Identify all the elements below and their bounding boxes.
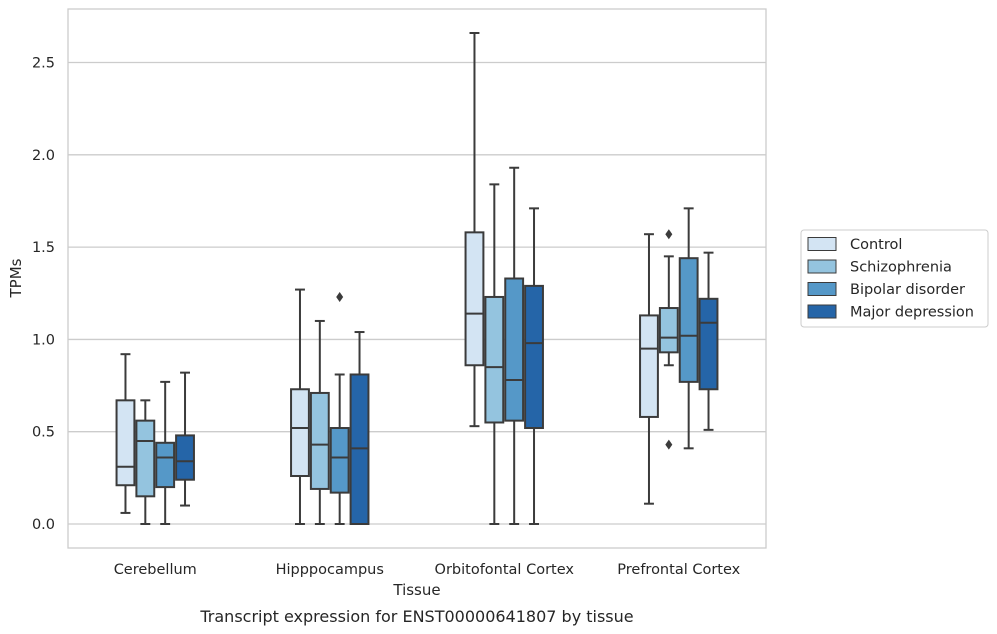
box-schizophrenia bbox=[309, 319, 330, 526]
y-tick-label: 1.0 bbox=[32, 332, 55, 348]
x-tick-label: Orbitofontal Cortex bbox=[435, 562, 575, 578]
box-control bbox=[290, 288, 310, 526]
box-iqr bbox=[135, 419, 156, 498]
y-tick-label: 2.5 bbox=[32, 56, 55, 72]
box-major-depression bbox=[524, 207, 544, 526]
legend: Control Schizophrenia Bipolar disorder Majo… bbox=[800, 229, 989, 328]
x-tick-label: Cerebellum bbox=[114, 562, 197, 578]
x-axis-ticks: Cerebellum Hipppocampus Orbitofontal Corte… bbox=[114, 562, 741, 578]
box-iqr bbox=[175, 434, 195, 481]
legend-swatch bbox=[807, 237, 837, 251]
outlier-point bbox=[665, 229, 673, 240]
y-tick-label: 1.5 bbox=[32, 240, 55, 256]
box-groups bbox=[115, 31, 719, 526]
box-iqr bbox=[639, 314, 659, 418]
legend-swatch bbox=[807, 259, 837, 274]
box-iqr bbox=[484, 295, 505, 424]
box-bipolar-disorder bbox=[678, 207, 699, 450]
box-iqr bbox=[290, 388, 310, 478]
box-control bbox=[639, 233, 659, 505]
box-iqr bbox=[524, 284, 544, 430]
legend-label: Control bbox=[850, 237, 902, 253]
y-tick-label: 0.0 bbox=[32, 517, 55, 533]
box-iqr bbox=[464, 231, 485, 367]
legend-swatch bbox=[807, 282, 837, 296]
outlier-point bbox=[665, 439, 673, 450]
plot-frame bbox=[67, 8, 767, 549]
box-iqr bbox=[155, 441, 176, 489]
box-bipolar-disorder bbox=[329, 291, 350, 526]
box-iqr bbox=[115, 399, 136, 487]
x-tick-label: Hipppocampus bbox=[276, 562, 384, 578]
box-control bbox=[115, 353, 136, 514]
outlier-point bbox=[336, 291, 344, 302]
box-major-depression bbox=[175, 371, 195, 507]
x-tick-label: Prefrontal Cortex bbox=[617, 562, 740, 578]
legend-label: Major depression bbox=[850, 305, 974, 321]
box-iqr bbox=[658, 307, 679, 354]
legend-label: Schizophrenia bbox=[850, 260, 952, 276]
box-major-depression bbox=[349, 331, 370, 526]
box-control bbox=[464, 31, 485, 428]
chart-caption: Transcript expression for ENST0000064180… bbox=[199, 607, 633, 626]
box-schizophrenia bbox=[658, 229, 679, 450]
y-tick-label: 0.5 bbox=[32, 425, 55, 441]
y-tick-label: 2.0 bbox=[32, 148, 55, 164]
legend-label: Bipolar disorder bbox=[850, 282, 965, 298]
box-major-depression bbox=[698, 251, 719, 431]
box-schizophrenia bbox=[484, 183, 505, 526]
box-schizophrenia bbox=[135, 399, 156, 526]
box-iqr bbox=[329, 427, 350, 494]
y-axis-ticks: 0.0 0.5 1.0 1.5 2.0 2.5 bbox=[32, 56, 55, 533]
box-iqr bbox=[678, 257, 699, 383]
legend-frame bbox=[800, 229, 989, 328]
box-iqr bbox=[309, 391, 330, 490]
x-axis-label: Tissue bbox=[392, 581, 440, 599]
y-axis-label: TPMs bbox=[7, 258, 25, 298]
box-iqr bbox=[504, 277, 525, 422]
box-iqr bbox=[698, 297, 719, 391]
legend-swatch bbox=[807, 304, 837, 319]
box-bipolar-disorder bbox=[155, 380, 176, 526]
box-bipolar-disorder bbox=[504, 166, 525, 526]
